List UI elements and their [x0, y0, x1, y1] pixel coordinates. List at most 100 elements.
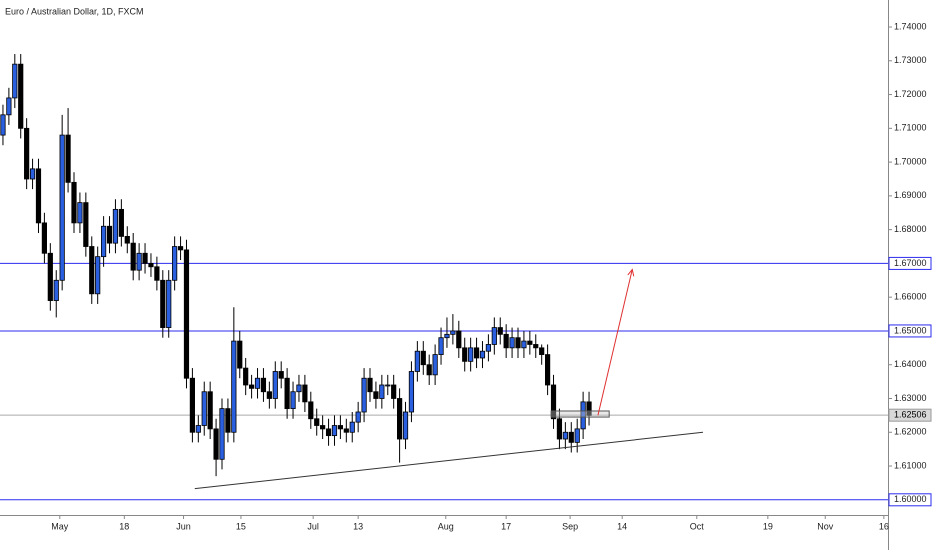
candle-body	[379, 384, 385, 399]
y-tick-label: 1.73000	[894, 55, 927, 65]
candle-body	[266, 391, 272, 399]
candle-body	[444, 333, 450, 339]
last-price-label: 1.62506	[894, 410, 927, 420]
candle-body	[373, 391, 379, 399]
candle-body	[47, 252, 53, 301]
candle-body	[527, 340, 533, 345]
candle-body	[296, 384, 302, 393]
y-tick-label: 1.68000	[894, 224, 927, 234]
y-tick-label: 1.62000	[894, 427, 927, 437]
arrow	[597, 269, 633, 416]
candle-body	[325, 428, 332, 437]
x-tick-label: 14	[617, 521, 627, 531]
candle-body	[509, 337, 515, 349]
candle-body	[260, 377, 267, 393]
candle-body	[41, 222, 48, 254]
x-tick-label: 16	[879, 521, 889, 531]
horizontal-line-price-box	[888, 324, 932, 338]
candle-body	[420, 350, 426, 366]
candle-body	[308, 401, 314, 420]
candle-body	[29, 168, 36, 180]
candle-body	[248, 384, 255, 389]
candle-body	[237, 340, 243, 369]
candle-body	[473, 347, 480, 359]
candle-body	[586, 401, 592, 416]
candle-body	[539, 347, 545, 355]
candle-body	[290, 391, 296, 410]
x-tick-label: 15	[236, 521, 246, 531]
candle-body	[391, 384, 397, 399]
candle-body	[278, 371, 284, 379]
candle-body	[320, 425, 326, 430]
candle-body	[148, 263, 154, 268]
candle-body	[450, 330, 456, 335]
candle-body	[89, 246, 95, 295]
x-tick-label: May	[51, 521, 69, 531]
candle-body	[189, 377, 195, 433]
x-tick-label: 17	[501, 521, 511, 531]
candle-body	[154, 266, 160, 281]
candle-body	[201, 391, 207, 426]
candle-body	[337, 425, 344, 430]
candle-body	[580, 401, 586, 430]
horizontal-line-price-label: 1.67000	[894, 258, 927, 268]
candle-body	[35, 168, 42, 224]
x-tick-label: 18	[119, 521, 129, 531]
candle-body	[124, 235, 130, 244]
candle-body	[568, 431, 574, 443]
candle-body	[432, 354, 438, 376]
candle-body	[521, 340, 527, 349]
candle-body	[272, 371, 278, 399]
candle-body	[456, 330, 462, 349]
candle-body	[349, 421, 355, 433]
candle-body	[213, 428, 219, 460]
candle-body	[485, 344, 492, 352]
x-tick-label: Nov	[817, 521, 834, 531]
candle-body	[284, 377, 290, 410]
candle-body	[12, 63, 18, 99]
candle-body	[207, 391, 213, 430]
candle-body	[59, 134, 65, 281]
y-tick-label: 1.66000	[894, 292, 927, 302]
arrow-head	[627, 268, 635, 277]
x-tick-label: 13	[353, 521, 363, 531]
candle-body	[343, 428, 349, 433]
candle-body	[503, 333, 509, 349]
candle-body	[479, 350, 486, 359]
candle-body	[219, 408, 225, 460]
candle-body	[195, 425, 201, 433]
candle-body	[396, 398, 403, 440]
candle-body	[166, 279, 172, 328]
candle-body	[71, 181, 77, 224]
candle-body	[574, 428, 580, 443]
candle-body	[101, 225, 107, 258]
candle-body	[302, 384, 308, 403]
candle-body	[83, 202, 89, 247]
candle-body	[142, 252, 148, 264]
horizontal-line-price-box	[888, 493, 932, 507]
candle-body	[231, 340, 237, 433]
candle-body	[550, 384, 557, 420]
candle-body	[462, 347, 468, 362]
candle-body	[385, 384, 391, 387]
box	[550, 410, 610, 418]
x-tick-label: Aug	[438, 521, 454, 531]
y-tick-label: 1.74000	[894, 21, 927, 31]
x-tick-label: Sep	[562, 521, 578, 531]
y-tick-label: 1.63000	[894, 393, 927, 403]
trendline	[194, 431, 704, 490]
x-tick-label: 19	[763, 521, 773, 531]
candle-body	[243, 367, 249, 386]
candle-body	[53, 279, 59, 301]
candle-body	[6, 97, 12, 116]
y-tick-label: 1.70000	[894, 156, 927, 166]
candle-body	[183, 249, 190, 379]
candle-body	[65, 134, 71, 183]
x-tick-label: Jun	[176, 521, 191, 531]
candle-body	[361, 377, 367, 413]
candle-body	[95, 256, 101, 295]
candle-body	[130, 242, 136, 271]
candle-body	[106, 225, 113, 244]
